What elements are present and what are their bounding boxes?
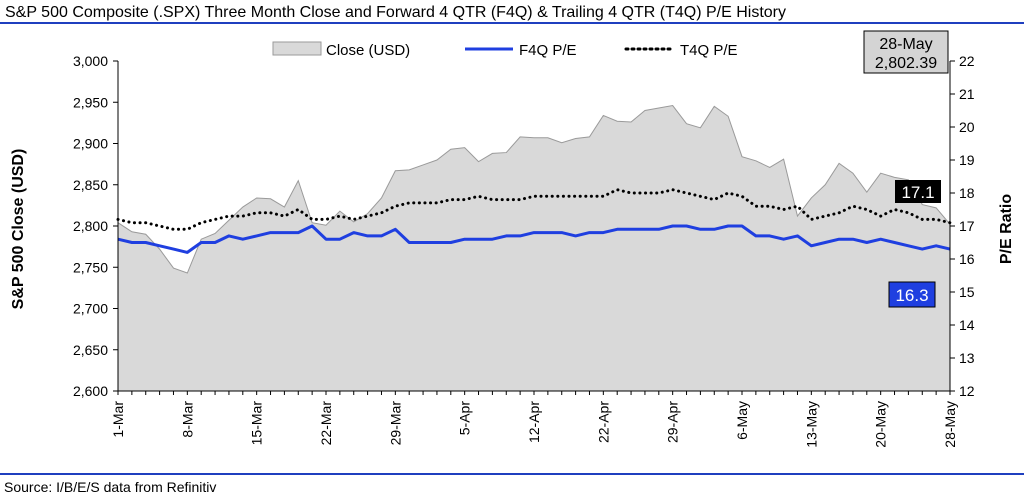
y-tick-label-left: 2,950 bbox=[73, 94, 108, 110]
x-tick-label: 8-Mar bbox=[179, 401, 195, 438]
chart-title: S&P 500 Composite (.SPX) Three Month Clo… bbox=[5, 4, 786, 21]
legend-swatch-close bbox=[272, 41, 322, 56]
last-value-callout: 28-May 2,802.39 bbox=[863, 30, 949, 74]
x-tick-label: 15-Mar bbox=[249, 401, 265, 446]
x-tick-label: 28-May bbox=[942, 401, 958, 448]
y-tick-label-right: 20 bbox=[959, 119, 975, 135]
x-tick-label: 6-May bbox=[734, 401, 750, 440]
close-area bbox=[117, 105, 951, 392]
t4q-end-label: 17.1 bbox=[895, 180, 941, 203]
callout-date: 28-May bbox=[879, 36, 932, 53]
source-note: Source: I/B/E/S data from Refinitiv bbox=[4, 479, 216, 495]
axes-layer bbox=[113, 60, 955, 395]
y-tick-label-right: 12 bbox=[959, 383, 975, 399]
y-tick-label-left: 2,700 bbox=[73, 301, 108, 317]
y-tick-label-right: 22 bbox=[959, 53, 975, 69]
t4q-pe-line bbox=[116, 188, 952, 231]
x-tick-label: 29-Mar bbox=[387, 401, 403, 446]
y-tick-label-right: 17 bbox=[959, 218, 975, 234]
y-tick-label-left: 2,650 bbox=[73, 342, 108, 358]
x-tick-label: 12-Apr bbox=[526, 401, 542, 443]
callout-box bbox=[863, 30, 949, 74]
y-tick-label-right: 18 bbox=[959, 185, 975, 201]
x-tick-label: 29-Apr bbox=[665, 401, 681, 443]
t4q-end-label-box bbox=[895, 180, 941, 203]
y-tick-label-right: 21 bbox=[959, 86, 975, 102]
y-tick-label-left: 3,000 bbox=[73, 53, 108, 69]
x-tick-label: 22-Apr bbox=[595, 401, 611, 443]
y-tick-label-left: 2,600 bbox=[73, 383, 108, 399]
callout-value: 2,802.39 bbox=[875, 55, 937, 72]
y-tick-label-left: 2,850 bbox=[73, 177, 108, 193]
legend-label-f4q: F4Q P/E bbox=[519, 42, 577, 59]
y-tick-label-right: 19 bbox=[959, 152, 975, 168]
x-tick-label: 22-Mar bbox=[318, 401, 334, 446]
f4q-end-label: 16.3 bbox=[888, 281, 936, 308]
close-area-layer bbox=[117, 105, 951, 392]
f4q-end-label-text: 16.3 bbox=[895, 286, 928, 305]
y-axis-title-right: P/E Ratio bbox=[998, 194, 1015, 264]
legend-label-t4q: T4Q P/E bbox=[680, 42, 738, 59]
y-tick-label-left: 2,750 bbox=[73, 259, 108, 275]
y-tick-label-left: 2,800 bbox=[73, 218, 108, 234]
x-tick-label: 20-May bbox=[873, 401, 889, 448]
y-tick-label-right: 14 bbox=[959, 317, 975, 333]
t4q-end-label-text: 17.1 bbox=[901, 183, 934, 202]
f4q-end-label-box bbox=[888, 281, 936, 308]
x-tick-label: 5-Apr bbox=[457, 401, 473, 436]
legend-label-close: Close (USD) bbox=[326, 42, 410, 59]
y-axis-title-left: S&P 500 Close (USD) bbox=[10, 149, 27, 310]
y-tick-label-left: 2,900 bbox=[73, 136, 108, 152]
legend: Close (USD) F4Q P/E T4Q P/E bbox=[272, 41, 738, 59]
f4q-pe-line bbox=[117, 224, 951, 254]
x-tick-label: 1-Mar bbox=[110, 401, 126, 438]
y-tick-label-right: 15 bbox=[959, 284, 975, 300]
y-tick-label-right: 13 bbox=[959, 350, 975, 366]
pe-lines-layer bbox=[116, 188, 952, 254]
x-tick-label: 13-May bbox=[803, 401, 819, 448]
y-tick-label-right: 16 bbox=[959, 251, 975, 267]
tick-labels-layer: 2,600 2,650 2,700 2,750 2,800 2,850 2,900 2,950… bbox=[73, 53, 975, 448]
